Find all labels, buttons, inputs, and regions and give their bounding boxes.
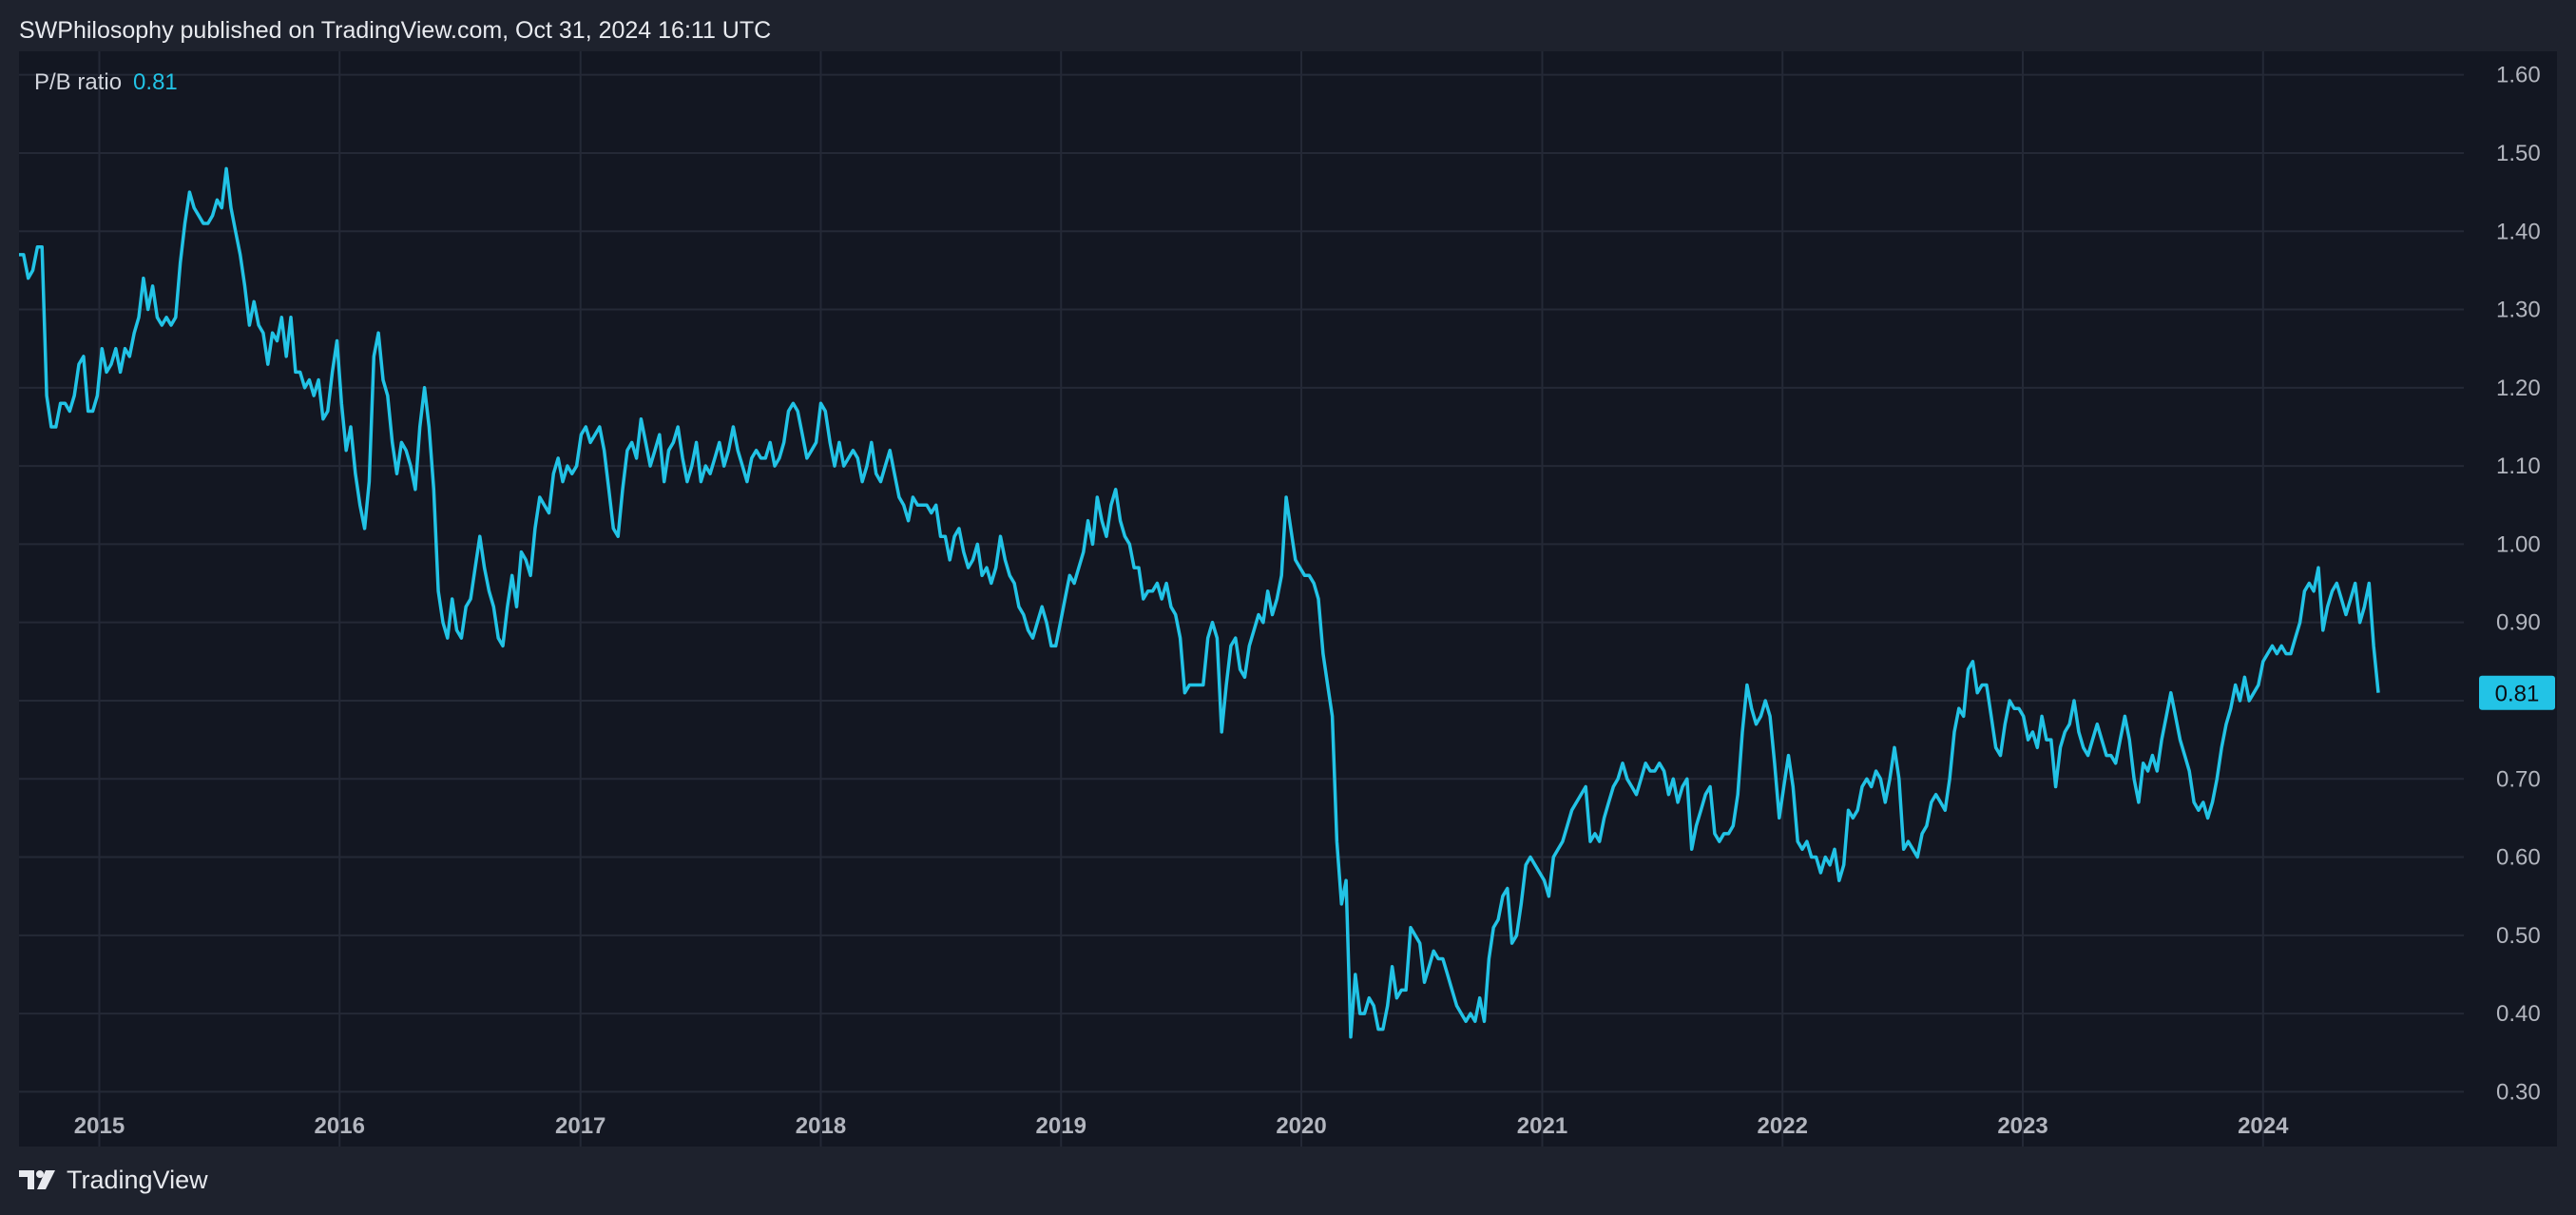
chart-frame[interactable]: 2015 2016 2017 2018 2019 2020 2021 2022 2023 2024… — [19, 51, 2557, 1147]
plot-background — [19, 51, 2464, 1147]
tradingview-logo-icon — [19, 1170, 55, 1189]
y-tick-label: 0.70 — [2496, 766, 2541, 792]
legend-value: 0.81 — [133, 69, 178, 95]
publication-header: SWPhilosophy published on TradingView.co… — [19, 17, 772, 44]
y-tick-label: 1.10 — [2496, 453, 2541, 479]
y-tick-label: 1.60 — [2496, 63, 2541, 88]
x-tick-label: 2020 — [1276, 1113, 1326, 1139]
x-tick-label: 2024 — [2238, 1113, 2289, 1139]
grid — [19, 51, 2464, 1147]
y-tick-label: 0.60 — [2496, 845, 2541, 871]
x-axis: 2015 2016 2017 2018 2019 2020 2021 2022 2023 2024 — [74, 1113, 2289, 1139]
x-tick-label: 2021 — [1517, 1113, 1567, 1139]
price-tag-value: 0.81 — [2495, 682, 2540, 707]
y-axis: 1.601.501.401.301.201.101.000.900.800.70… — [2496, 63, 2541, 1106]
legend-label: P/B ratio — [34, 69, 123, 95]
y-tick-label: 1.30 — [2496, 298, 2541, 323]
price-tag-box — [2479, 675, 2555, 710]
x-tick-label: 2017 — [555, 1113, 606, 1139]
y-tick-label: 1.50 — [2496, 141, 2541, 166]
y-tick-label: 1.40 — [2496, 219, 2541, 244]
y-tick-label: 0.50 — [2496, 923, 2541, 949]
x-tick-label: 2022 — [1758, 1113, 1808, 1139]
y-tick-label: 1.00 — [2496, 531, 2541, 557]
y-tick-label: 0.90 — [2496, 610, 2541, 636]
y-tick-label: 0.40 — [2496, 1001, 2541, 1027]
last-price-tag: 0.81 — [2479, 675, 2555, 710]
footer-brand[interactable]: TradingView — [19, 1166, 208, 1194]
x-tick-label: 2023 — [1997, 1113, 2047, 1139]
x-tick-label: 2018 — [796, 1113, 846, 1139]
legend: P/B ratio 0.81 — [34, 69, 178, 96]
x-tick-label: 2016 — [315, 1113, 365, 1139]
x-tick-label: 2015 — [74, 1113, 125, 1139]
y-tick-label: 0.30 — [2496, 1079, 2541, 1105]
series-line-pb-ratio — [19, 166, 2380, 1039]
y-tick-label: 1.20 — [2496, 376, 2541, 401]
brand-name: TradingView — [67, 1165, 208, 1194]
x-tick-label: 2019 — [1036, 1113, 1086, 1139]
pb-ratio-chart[interactable]: 2015 2016 2017 2018 2019 2020 2021 2022 2023 2024… — [19, 51, 2557, 1147]
